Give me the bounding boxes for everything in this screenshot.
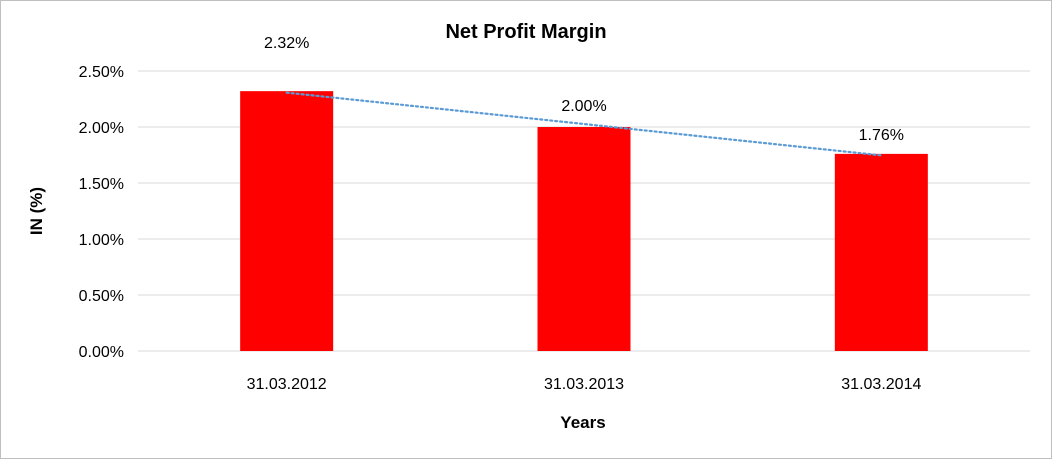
bars	[240, 91, 928, 351]
y-tick-label: 0.50%	[79, 288, 124, 305]
chart-title: Net Profit Margin	[445, 21, 606, 43]
y-tick-label: 2.00%	[79, 120, 124, 137]
y-tick-label: 1.00%	[79, 232, 124, 249]
data-label: 2.32%	[264, 35, 309, 52]
y-tick-label: 1.50%	[79, 176, 124, 193]
bar	[240, 91, 334, 351]
y-axis-ticks: 0.00% 0.50% 1.00% 1.50% 2.00% 2.50%	[79, 64, 124, 361]
bar	[834, 153, 928, 351]
trendline	[285, 91, 883, 157]
x-tick-label: 31.03.2012	[247, 376, 327, 393]
x-axis-title: Years	[560, 413, 605, 432]
data-labels: 2.32% 2.00% 1.76%	[264, 35, 904, 144]
bar	[537, 127, 631, 351]
data-label: 2.00%	[561, 98, 606, 115]
x-tick-label: 31.03.2014	[841, 376, 921, 393]
data-label: 1.76%	[859, 127, 904, 144]
y-tick-label: 2.50%	[79, 64, 124, 81]
x-axis-labels: 31.03.2012 31.03.2013 31.03.2014	[247, 376, 922, 393]
trendline-group	[285, 91, 883, 157]
y-axis-title: IN (%)	[27, 187, 46, 235]
x-tick-label: 31.03.2013	[544, 376, 624, 393]
y-tick-label: 0.00%	[79, 344, 124, 361]
